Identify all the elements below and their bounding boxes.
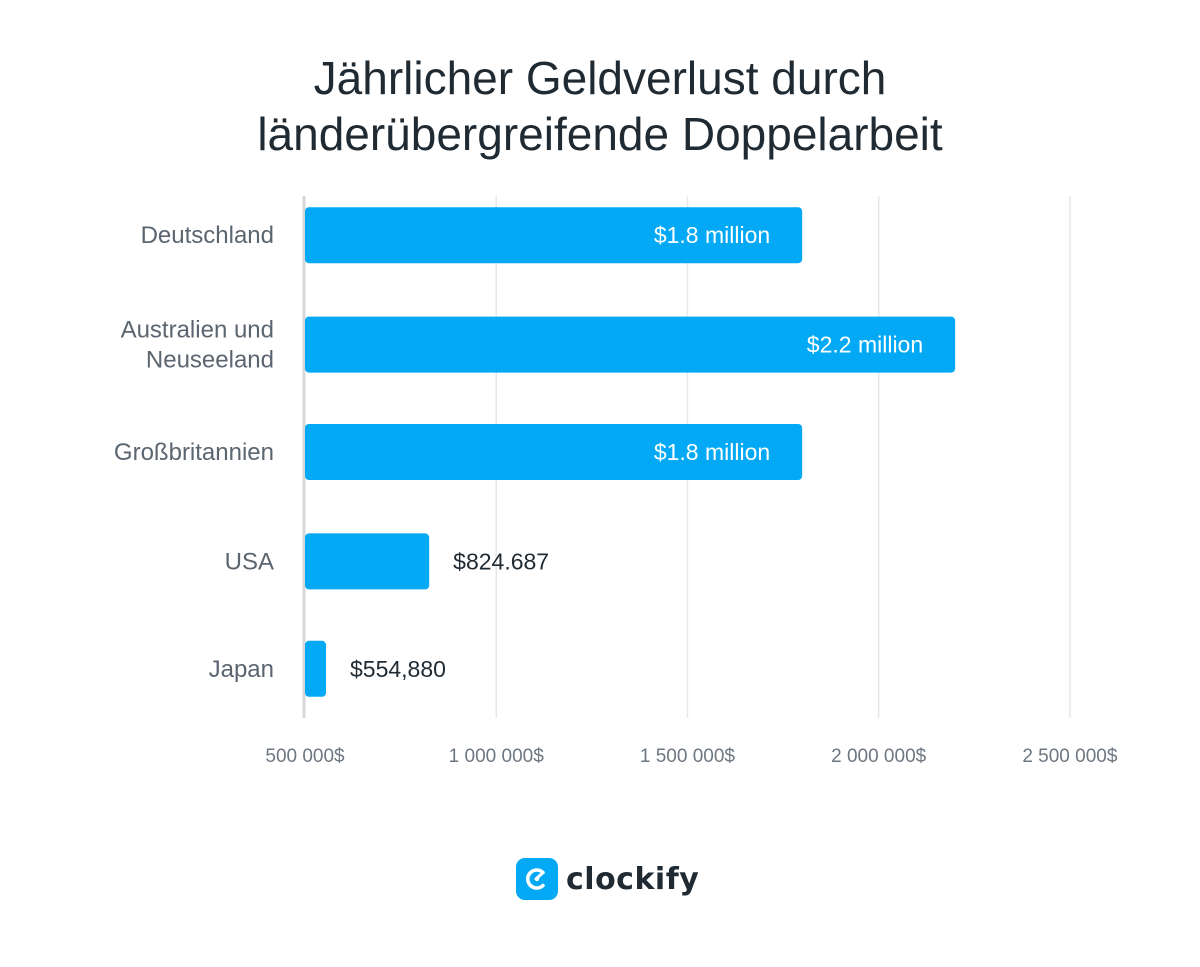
bar-0: [305, 207, 803, 264]
chart-title-line-2: länderübergreifende Doppelarbeit: [257, 108, 943, 160]
value-label: $1.8 million: [654, 222, 770, 248]
category-label: Deutschland: [141, 222, 274, 249]
x-tick-label: 2 500 000$: [1022, 746, 1118, 767]
bar-2: [305, 424, 803, 480]
x-tick-label: 2 000 000$: [831, 746, 927, 767]
bar-1: [305, 316, 956, 373]
chart-title: Jährlicher Geldverlust durch länderüberg…: [0, 50, 1200, 162]
bar-chart: 500 000$ 1 000 000$ 1 500 000$ 2 000 000$ 2 …: [114, 196, 1118, 767]
category-label: USA: [225, 548, 274, 575]
bar-4: [305, 640, 326, 697]
brand-logo: clockify: [516, 858, 699, 900]
value-label: $554,880: [350, 656, 446, 682]
category-label: Japan: [209, 656, 274, 683]
chart-title-line-1: Jährlicher Geldverlust durch: [313, 52, 887, 104]
value-label: $1.8 million: [654, 439, 770, 465]
x-tick-label: 1 500 000$: [640, 746, 736, 767]
category-label: Neuseeland: [146, 347, 274, 374]
category-label: Australien und: [121, 317, 274, 344]
value-label: $824.687: [453, 548, 549, 574]
category-label: Großbritannien: [114, 439, 274, 466]
x-tick-label: 1 000 000$: [449, 746, 545, 767]
brand-name: clockify: [566, 861, 700, 897]
clockify-icon: [516, 858, 558, 900]
bar-3: [305, 533, 430, 590]
value-label: $2.2 million: [807, 332, 923, 358]
x-tick-label: 500 000$: [265, 746, 345, 767]
